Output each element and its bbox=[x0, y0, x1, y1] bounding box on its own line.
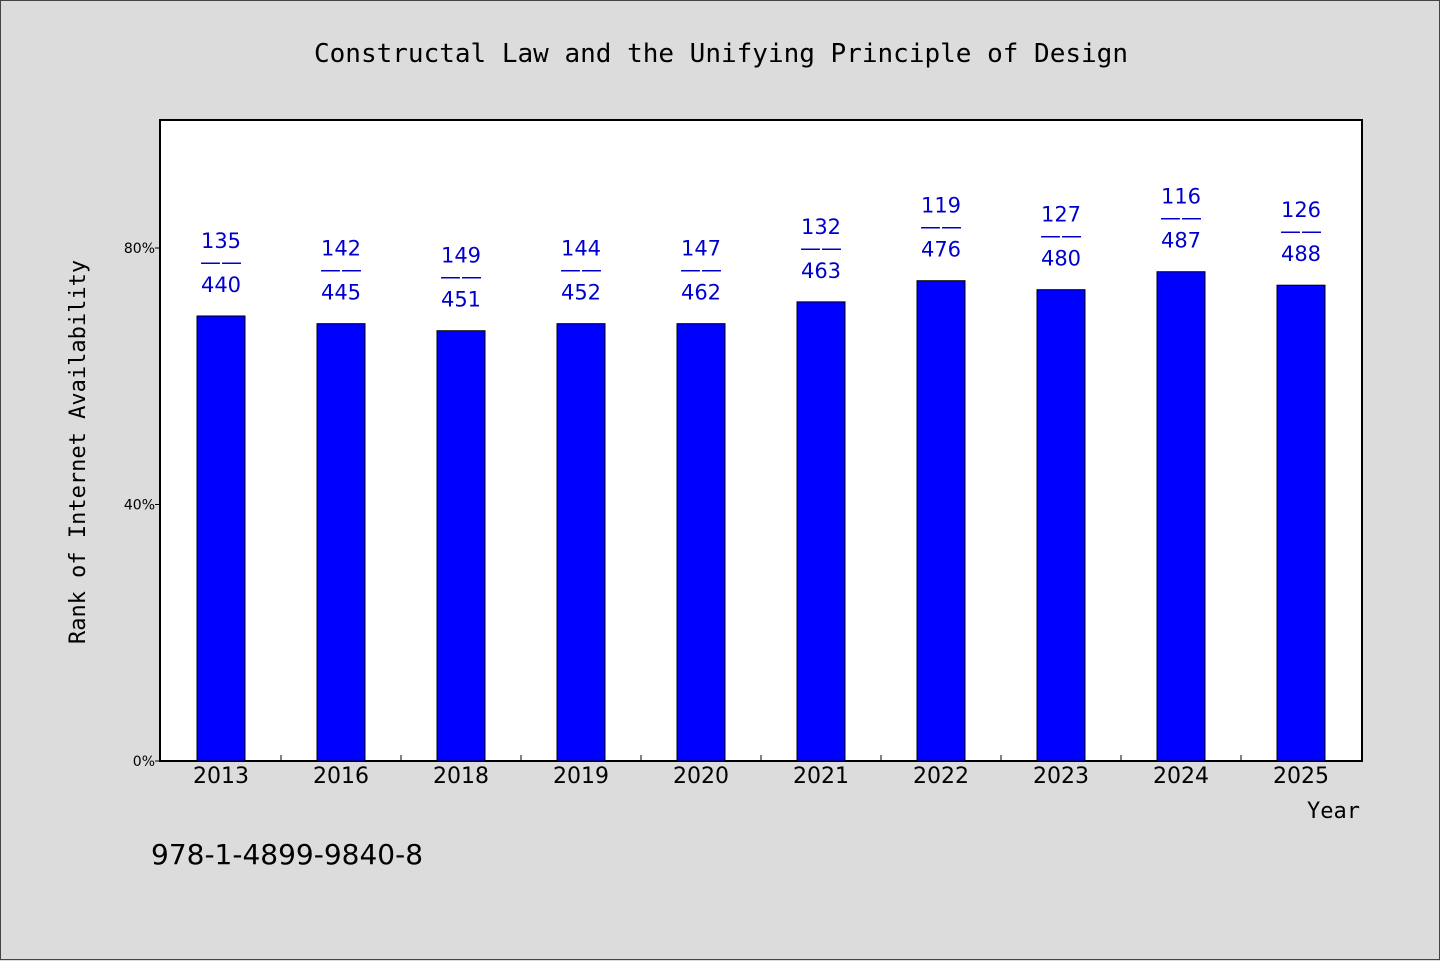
x-tick-label: 2019 bbox=[553, 764, 609, 789]
data-label-total: 463 bbox=[801, 259, 841, 283]
data-label-separator: —— bbox=[920, 215, 962, 239]
data-label-rank: 147 bbox=[681, 237, 721, 261]
x-tick-label: 2020 bbox=[673, 764, 729, 789]
data-label-separator: —— bbox=[200, 250, 242, 274]
data-label-rank: 149 bbox=[441, 244, 481, 268]
data-label-separator: —— bbox=[800, 236, 842, 260]
data-label-total: 445 bbox=[321, 281, 361, 305]
data-label-rank: 116 bbox=[1161, 185, 1201, 209]
bar-2019 bbox=[556, 323, 606, 762]
data-label-separator: —— bbox=[1160, 206, 1202, 230]
x-axis-label: Year bbox=[1307, 799, 1360, 824]
data-label-separator: —— bbox=[680, 258, 722, 282]
x-tick-label: 2016 bbox=[313, 764, 369, 789]
bar-2024 bbox=[1156, 271, 1206, 762]
footnote-isbn: 978-1-4899-9840-8 bbox=[151, 838, 423, 871]
bar-2018 bbox=[436, 330, 486, 762]
x-tick-label: 2023 bbox=[1033, 764, 1089, 789]
y-tick-label: 0% bbox=[133, 754, 155, 770]
data-label-total: 487 bbox=[1161, 229, 1201, 253]
data-label-rank: 132 bbox=[801, 215, 841, 239]
data-label-rank: 126 bbox=[1281, 198, 1321, 222]
data-label-separator: —— bbox=[1280, 219, 1322, 243]
data-label-total: 451 bbox=[441, 288, 481, 312]
bar-2023 bbox=[1036, 289, 1086, 762]
data-label-separator: —— bbox=[320, 258, 362, 282]
bar-2013 bbox=[196, 315, 246, 762]
data-label-total: 488 bbox=[1281, 242, 1321, 266]
y-tick-label: 80% bbox=[124, 241, 155, 257]
data-label-total: 476 bbox=[921, 238, 961, 262]
bar-2022 bbox=[916, 280, 966, 762]
data-label-rank: 144 bbox=[561, 237, 601, 261]
chart-title: Constructal Law and the Unifying Princip… bbox=[314, 39, 1128, 69]
data-label-rank: 127 bbox=[1041, 203, 1081, 227]
bar-2016 bbox=[316, 323, 366, 762]
x-tick-label: 2021 bbox=[793, 764, 849, 789]
data-label-separator: —— bbox=[1040, 224, 1082, 248]
x-tick-label: 2018 bbox=[433, 764, 489, 789]
data-label-rank: 119 bbox=[921, 194, 961, 218]
data-label-total: 452 bbox=[561, 281, 601, 305]
data-label-separator: —— bbox=[560, 258, 602, 282]
data-label-separator: —— bbox=[440, 265, 482, 289]
x-tick-label: 2013 bbox=[193, 764, 249, 789]
x-tick-label: 2022 bbox=[913, 764, 969, 789]
bar-2021 bbox=[796, 301, 846, 762]
y-axis-label: Rank of Internet Availability bbox=[66, 260, 91, 644]
data-label-rank: 135 bbox=[201, 229, 241, 253]
bar-2020 bbox=[676, 323, 726, 762]
x-tick-label: 2025 bbox=[1273, 764, 1329, 789]
x-tick-label: 2024 bbox=[1153, 764, 1209, 789]
bar-2025 bbox=[1276, 284, 1326, 762]
data-label-total: 462 bbox=[681, 281, 721, 305]
data-label-total: 480 bbox=[1041, 247, 1081, 271]
y-tick-label: 40% bbox=[124, 498, 155, 514]
data-label-rank: 142 bbox=[321, 237, 361, 261]
data-label-total: 440 bbox=[201, 273, 241, 297]
